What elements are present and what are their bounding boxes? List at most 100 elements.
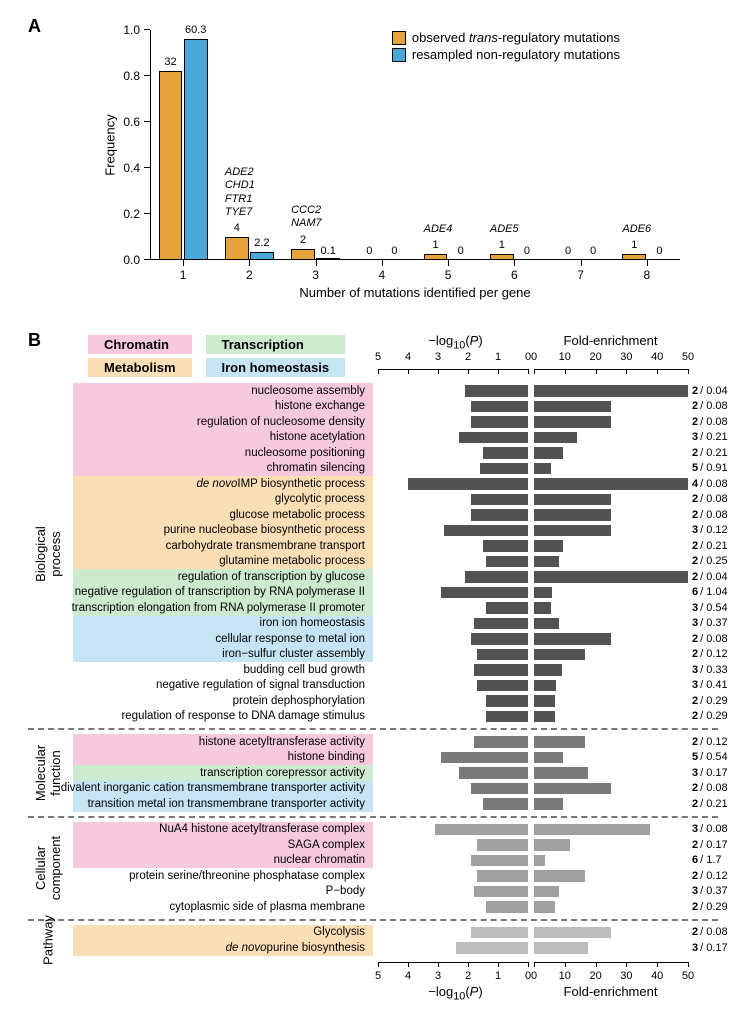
bar-resampled	[184, 39, 208, 260]
row-counts: 2 / 0.08	[692, 781, 734, 797]
panel-a: observed trans-regulatory mutationsresam…	[80, 20, 700, 320]
bar-logp	[486, 695, 528, 707]
bar-fold-enrichment	[534, 870, 585, 882]
row-counts: 3 / 0.17	[692, 940, 734, 956]
bar-fold-enrichment	[534, 509, 611, 521]
row-counts: 2 / 0.04	[692, 383, 734, 399]
row-counts: 4 / 0.08	[692, 476, 734, 492]
axis-tick-label: 2	[465, 970, 471, 982]
bar-fold-enrichment	[534, 736, 585, 748]
bar-logp	[459, 432, 528, 444]
y-axis	[150, 30, 151, 260]
bar-logp	[435, 824, 528, 836]
panel-a-ylabel: Frequency	[103, 114, 118, 175]
go-row: P−body3 / 0.37	[28, 884, 718, 900]
group-title: Cellularcomponent	[33, 836, 63, 900]
group-divider	[28, 724, 718, 734]
row-label: negative regulation of signal transducti…	[73, 678, 370, 694]
row-label: cellular response to metal ion	[73, 631, 370, 647]
bar-fold-enrichment	[534, 695, 555, 707]
axis-tick-label: 3	[435, 351, 441, 363]
panel-a-plot: 0.00.20.40.60.81.013260.3242.2320.140051…	[150, 30, 680, 260]
axis-tick-label: 30	[620, 351, 632, 363]
row-counts: 2 / 0.29	[692, 693, 734, 709]
bar-observed-label: 4	[234, 222, 240, 234]
go-row: divalent inorganic cation transmembrane …	[28, 781, 718, 797]
row-counts: 2 / 0.08	[692, 492, 734, 508]
go-row: cellular response to metal ion2 / 0.08	[28, 631, 718, 647]
axis-tick-label: 0	[531, 351, 537, 363]
axis-tick-label: 10	[559, 351, 571, 363]
bar-resampled	[250, 252, 274, 260]
row-label: histone acetylation	[73, 430, 370, 446]
bar-logp	[471, 633, 528, 645]
bar-fold-enrichment	[534, 886, 559, 898]
go-row: de novo purine biosynthesis3 / 0.17	[28, 940, 718, 956]
row-label: protein serine/threonine phosphatase com…	[73, 868, 370, 884]
bar-logp	[474, 736, 528, 748]
row-counts: 3 / 0.17	[692, 765, 734, 781]
bar-observed	[490, 254, 514, 260]
y-tick-label: 0.0	[123, 253, 150, 267]
row-counts: 2 / 0.08	[692, 414, 734, 430]
row-label: transcription corepressor activity	[73, 765, 370, 781]
row-label: budding cell bud growth	[73, 662, 370, 678]
bar-fold-enrichment	[534, 942, 588, 954]
row-label: de novo IMP biosynthetic process	[73, 476, 370, 492]
row-counts: 2 / 0.21	[692, 445, 734, 461]
row-label: histone binding	[73, 750, 370, 766]
group-divider	[28, 915, 718, 925]
go-row: Glycolysis2 / 0.08	[28, 925, 718, 941]
row-label: transcription elongation from RNA polyme…	[73, 600, 370, 616]
group-divider	[28, 812, 718, 822]
bar-logp	[408, 478, 528, 490]
y-tick-label: 0.4	[123, 161, 150, 175]
row-label: regulation of response to DNA damage sti…	[73, 709, 370, 725]
axis-tick-label: 50	[682, 970, 694, 982]
row-counts: 6 / 1.04	[692, 585, 734, 601]
go-row: cytoplasmic side of plasma membrane2 / 0…	[28, 899, 718, 915]
bar-fold-enrichment	[534, 855, 545, 867]
x-tick-label: 5	[445, 260, 452, 282]
x-tick-label: 8	[644, 260, 651, 282]
axis-tick-label: 10	[559, 970, 571, 982]
bar-observed-label: 2	[300, 234, 306, 246]
go-row: glutamine metabolic process2 / 0.25	[28, 554, 718, 570]
bar-resampled-label: 0	[656, 245, 662, 257]
row-counts: 2 / 0.04	[692, 569, 734, 585]
axis-tick-label: 2	[465, 351, 471, 363]
go-row: histone acetyltransferase activity2 / 0.…	[28, 734, 718, 750]
bar-fold-enrichment	[534, 824, 650, 836]
axis-tick-label: 3	[435, 970, 441, 982]
axis-tick-label: 20	[589, 970, 601, 982]
bar-logp	[471, 416, 528, 428]
axis-tick-label: 40	[651, 351, 663, 363]
bar-fold-enrichment	[534, 901, 555, 913]
group-title: Molecularfunction	[33, 745, 63, 801]
fe-axis-title: Fold-enrichment	[533, 984, 688, 999]
bar-logp	[465, 385, 528, 397]
row-counts: 2 / 0.29	[692, 899, 734, 915]
row-label: regulation of nucleosome density	[73, 414, 370, 430]
bar-fold-enrichment	[534, 649, 585, 661]
row-counts: 6 / 1.7	[692, 853, 734, 869]
bar-resampled-label: 0	[590, 245, 596, 257]
go-row: negative regulation of transcription by …	[28, 585, 718, 601]
row-counts: 3 / 0.21	[692, 430, 734, 446]
bar-fold-enrichment	[534, 494, 611, 506]
bar-fold-enrichment	[534, 752, 563, 764]
go-row: histone binding5 / 0.54	[28, 750, 718, 766]
axis-tick-label: 1	[495, 351, 501, 363]
go-row: glucose metabolic process2 / 0.08	[28, 507, 718, 523]
row-label: glutamine metabolic process	[73, 554, 370, 570]
bar-logp	[441, 587, 528, 599]
bar-logp	[486, 711, 528, 723]
bar-fold-enrichment	[534, 432, 577, 444]
bar-fold-enrichment	[534, 798, 563, 810]
bar-observed	[424, 254, 448, 260]
row-counts: 2 / 0.21	[692, 538, 734, 554]
panel-b-axis-bottom: 54321001020304050−log10(P)Fold-enrichmen…	[378, 962, 688, 1002]
row-label: nucleosome positioning	[73, 445, 370, 461]
bar-resampled-label: 2.2	[254, 237, 269, 249]
category-legend-item: Metabolism	[88, 358, 192, 377]
